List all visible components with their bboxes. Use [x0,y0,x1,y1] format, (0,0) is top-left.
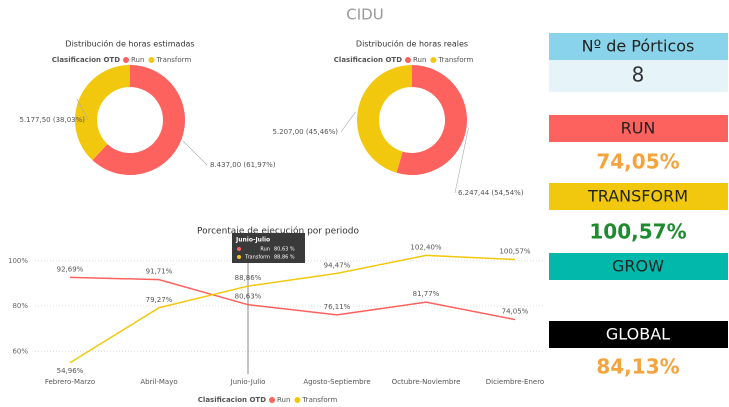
data-label: 74,05% [502,308,529,316]
legend-marker [123,57,129,63]
data-label: 88,86% [235,274,262,282]
chart-title: Distribución de horas estimadas [65,39,194,49]
data-label: 92,69% [57,265,84,273]
card-value: 8 [632,63,645,87]
legend-label: Run [277,396,290,404]
leader-line [182,140,208,166]
legend-marker [269,397,275,403]
data-label: 94,47% [324,261,351,269]
donut-slice [75,65,130,161]
card-header [549,115,728,142]
legend-label: Run [413,56,426,64]
line-series [69,276,516,321]
data-label: 8.437,00 (61,97%) [210,161,276,169]
data-label: 79,27% [146,296,173,304]
legend-marker [405,57,411,63]
card-header [549,33,728,60]
data-label: 102,40% [410,243,441,251]
tooltip-name: Run [260,247,270,253]
data-label: 100,57% [499,248,530,256]
tooltip-box [232,233,305,263]
tooltip-name: Transform [244,255,270,261]
legend-marker [430,57,437,63]
legend-title: Clasificacion OTD [334,56,402,64]
data-label: 5.207,00 (45,46%) [272,128,338,136]
line-series [69,254,516,364]
data-label: 80,63% [235,293,262,301]
donut-slice [357,65,412,173]
leader-line [340,111,356,133]
data-label: 6.247,44 (54,54%) [458,189,524,197]
data-label: 5.177,50 (38,03%) [19,116,85,124]
legend-title: Clasificacion OTD [52,56,120,64]
tooltip-marker [237,247,241,251]
tooltip: Junio-Julio Run 80,63 % Transform 88,86 % [232,233,305,263]
y-tick-label: 60% [12,347,28,355]
chart-title: Distribución de horas reales [356,39,468,49]
card-header [549,321,728,348]
card-value: 100,57% [589,220,686,244]
data-label: 81,77% [413,290,440,298]
x-tick-label: Junio-Julio [230,378,266,386]
tooltip-title: Junio-Julio [235,237,270,244]
donut-slice [92,65,185,175]
donut-slice [396,65,467,175]
x-tick-label: Octubre-Noviembre [392,378,461,386]
card-value: 74,05% [596,150,679,174]
data-label: 54,96% [57,367,84,375]
data-label: 76,11% [324,303,351,311]
legend-title: Clasificacion OTD [198,396,266,404]
x-tick-label: Agosto-Septiembre [303,378,370,386]
leader-line [454,128,469,194]
tooltip-value: 80,63 % [274,247,295,253]
y-tick-label: 100% [8,257,28,265]
card-header [549,183,728,210]
legend-marker [148,57,155,63]
x-tick-label: Febrero-Marzo [45,378,95,386]
y-tick-label: 80% [12,302,28,310]
tooltip-value: 88,86 % [274,255,295,261]
card-label: GROW [612,257,664,276]
card-value: 84,13% [596,355,679,379]
leader-line [76,98,89,121]
legend-marker [294,397,301,403]
x-tick-label: Diciembre-Enero [486,378,544,386]
x-tick-label: Abril-Mayo [140,378,177,386]
chart-title: Porcentaje de ejecución por periodo [197,226,360,237]
legend-label: Run [131,56,144,64]
card-label: GLOBAL [606,325,670,344]
tooltip-marker [237,255,241,259]
legend-label: Transform [155,56,191,64]
data-label: 91,71% [146,268,173,276]
card-label: Nº de Pórticos [582,37,695,56]
legend-label: Transform [301,396,337,404]
card-value-bg [549,60,728,92]
card-label: TRANSFORM [587,187,688,206]
card-header [549,253,728,280]
card-label: RUN [621,119,656,138]
legend-label: Transform [437,56,473,64]
page-title: CIDU [346,6,383,24]
